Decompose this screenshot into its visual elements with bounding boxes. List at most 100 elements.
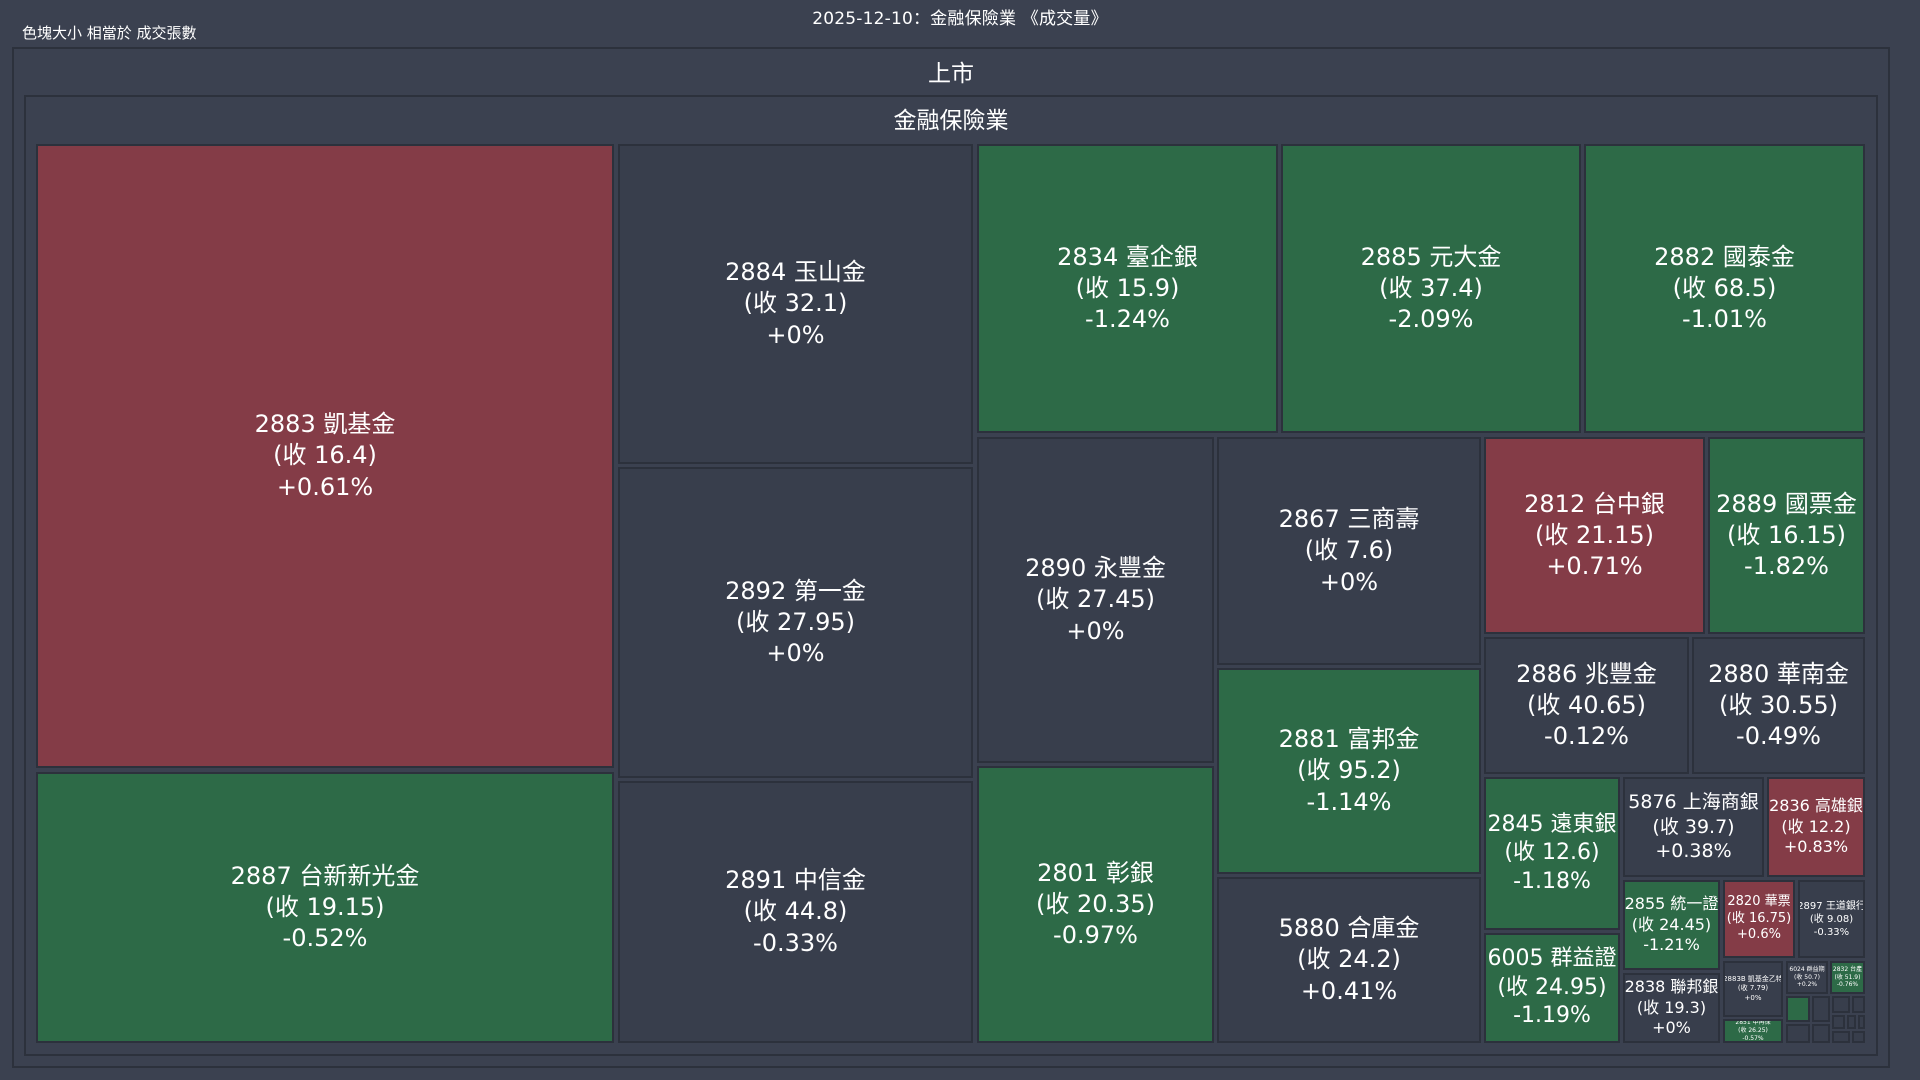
tile-close-price: (收 27.95) [735, 607, 856, 636]
chart-title: 2025-12-10：金融保險業 《成交量》 [812, 9, 1108, 29]
tile-change-pct: -1.19% [1513, 1003, 1591, 1029]
treemap-tile-2855[interactable]: 2855 統一證 (收 24.45) -1.21% [1623, 880, 1720, 970]
treemap-tile[interactable] [1786, 1024, 1810, 1043]
tile-change-pct: +0% [766, 639, 825, 668]
tile-stock-label: 2883B 凱基金乙特 [1723, 975, 1783, 984]
tile-change-pct: +0.71% [1546, 552, 1643, 581]
treemap-tile[interactable] [1786, 996, 1810, 1022]
tile-close-price: (收 44.8) [743, 897, 848, 926]
tile-change-pct: -1.18% [1513, 868, 1591, 894]
tile-stock-label: 2801 彰銀 [1037, 858, 1154, 887]
tile-stock-label: 2845 遠東銀 [1487, 811, 1617, 837]
treemap-tile-5880[interactable]: 5880 合庫金 (收 24.2) +0.41% [1217, 877, 1481, 1043]
tile-close-price: (收 68.5) [1672, 273, 1777, 302]
tile-close-price: (收 7.6) [1304, 536, 1394, 565]
tile-close-price: (收 37.4) [1379, 273, 1483, 302]
tile-change-pct: -0.97% [1053, 921, 1138, 950]
treemap-tile-2801[interactable]: 2801 彰銀 (收 20.35) -0.97% [977, 766, 1214, 1043]
treemap-tile-2845[interactable]: 2845 遠東銀 (收 12.6) -1.18% [1484, 777, 1620, 930]
treemap-tile-2812[interactable]: 2812 台中銀 (收 21.15) +0.71% [1484, 437, 1705, 634]
tile-change-pct: -2.09% [1388, 305, 1474, 334]
tile-close-price: (收 16.15) [1726, 520, 1847, 549]
tile-close-price: (收 21.15) [1534, 520, 1655, 549]
tile-change-pct: +0% [1319, 567, 1379, 596]
tile-close-price: (收 20.35) [1035, 889, 1156, 918]
treemap-tile[interactable] [1832, 996, 1850, 1013]
tile-stock-label: 6005 群益證 [1487, 946, 1617, 972]
treemap-tile-2887[interactable]: 2887 台新新光金 (收 19.15) -0.52% [36, 772, 614, 1043]
tile-stock-label: 2889 國票金 [1716, 489, 1857, 518]
treemap-tile-5876[interactable]: 5876 上海商銀 (收 39.7) +0.38% [1623, 777, 1764, 877]
treemap-tile[interactable] [1847, 1015, 1856, 1029]
treemap-tile-2836[interactable]: 2836 高雄銀 (收 12.2) +0.83% [1767, 777, 1865, 877]
tile-change-pct: -1.82% [1744, 552, 1829, 581]
treemap-tile-2883B[interactable]: 2883B 凱基金乙特 (收 7.79) +0% [1723, 961, 1783, 1017]
tile-stock-label: 2838 聯邦銀 [1624, 976, 1719, 996]
treemap-tile[interactable] [1852, 1031, 1865, 1043]
treemap-tile[interactable] [1812, 996, 1830, 1022]
tile-close-price: (收 24.45) [1631, 914, 1712, 934]
tile-close-price: (收 12.6) [1504, 840, 1600, 866]
tile-stock-label: 2867 三商壽 [1278, 505, 1420, 534]
tile-stock-label: 2890 永豐金 [1025, 554, 1166, 583]
tile-stock-label: 6024 群益期 [1789, 965, 1825, 973]
treemap-tile-2885[interactable]: 2885 元大金 (收 37.4) -2.09% [1281, 144, 1581, 433]
tile-change-pct: +0.83% [1783, 837, 1849, 857]
treemap-tile-2884[interactable]: 2884 玉山金 (收 32.1) +0% [618, 144, 973, 464]
treemap-tile-2851[interactable]: 2851 中再保 (收 26.25) -0.57% [1723, 1019, 1783, 1043]
size-legend-note: 色塊大小 相當於 成交張數 [22, 24, 197, 42]
tile-close-price: (收 27.45) [1035, 585, 1156, 614]
treemap-tile[interactable] [1858, 1015, 1865, 1029]
tile-close-price: (收 32.1) [743, 289, 848, 318]
treemap-tile[interactable] [1852, 996, 1865, 1013]
tile-change-pct: +0.61% [276, 472, 374, 501]
tile-stock-label: 2882 國泰金 [1654, 242, 1795, 271]
treemap-tile-2897[interactable]: 2897 王道銀行 (收 9.08) -0.33% [1798, 880, 1865, 958]
tile-stock-label: 2887 台新新光金 [230, 861, 420, 890]
tile-stock-label: 2883 凱基金 [254, 410, 396, 439]
tile-close-price: (收 19.15) [265, 892, 385, 921]
tile-change-pct: -0.33% [753, 928, 838, 957]
tile-close-price: (收 16.4) [273, 441, 377, 470]
tile-change-pct: -0.57% [1742, 1034, 1764, 1042]
treemap-tile-2891[interactable]: 2891 中信金 (收 44.8) -0.33% [618, 781, 973, 1043]
treemap-tile-2880[interactable]: 2880 華南金 (收 30.55) -0.49% [1692, 637, 1865, 774]
treemap-tile[interactable] [1832, 1015, 1845, 1029]
treemap-tile-2832[interactable]: 2832 台產 (收 51.9) -0.76% [1830, 961, 1865, 994]
industry-group-label: 金融保險業 [893, 108, 1009, 134]
treemap-tile-2820[interactable]: 2820 華票 (收 16.75) +0.6% [1723, 880, 1795, 958]
tile-close-price: (收 12.2) [1781, 816, 1851, 836]
treemap-tile-2883[interactable]: 2883 凱基金 (收 16.4) +0.61% [36, 144, 614, 768]
tile-change-pct: -1.21% [1643, 935, 1700, 955]
treemap-tile-2886[interactable]: 2886 兆豐金 (收 40.65) -0.12% [1484, 637, 1689, 774]
tile-stock-label: 2884 玉山金 [725, 258, 866, 287]
treemap-tile[interactable] [1812, 1024, 1830, 1043]
treemap-tile-2838[interactable]: 2838 聯邦銀 (收 19.3) +0% [1623, 973, 1720, 1043]
treemap-tile[interactable] [1832, 1031, 1850, 1043]
treemap-tile-2867[interactable]: 2867 三商壽 (收 7.6) +0% [1217, 437, 1481, 665]
tile-close-price: (收 95.2) [1297, 756, 1401, 785]
tile-change-pct: -0.52% [282, 924, 368, 953]
tile-change-pct: -1.01% [1682, 305, 1767, 334]
tile-stock-label: 2881 富邦金 [1278, 725, 1420, 754]
treemap-tile-2881[interactable]: 2881 富邦金 (收 95.2) -1.14% [1217, 668, 1481, 874]
tile-change-pct: +0% [766, 320, 825, 349]
tile-stock-label: 2885 元大金 [1360, 242, 1502, 271]
tile-stock-label: 2836 高雄銀 [1769, 795, 1863, 815]
tile-stock-label: 2880 華南金 [1708, 659, 1849, 688]
treemap-tile-2889[interactable]: 2889 國票金 (收 16.15) -1.82% [1708, 437, 1865, 634]
treemap-tile-2882[interactable]: 2882 國泰金 (收 68.5) -1.01% [1584, 144, 1865, 433]
tile-change-pct: +0% [1066, 616, 1125, 645]
treemap-tile-2892[interactable]: 2892 第一金 (收 27.95) +0% [618, 467, 973, 778]
tile-close-price: (收 39.7) [1652, 815, 1735, 838]
tile-change-pct: -1.24% [1085, 305, 1170, 334]
treemap-tile-2834[interactable]: 2834 臺企銀 (收 15.9) -1.24% [977, 144, 1278, 433]
tile-change-pct: -0.49% [1736, 722, 1821, 751]
treemap-tile-2890[interactable]: 2890 永豐金 (收 27.45) +0% [977, 437, 1214, 763]
tile-close-price: (收 7.79) [1737, 984, 1769, 993]
tile-stock-label: 5880 合庫金 [1278, 914, 1420, 943]
treemap-tile-6024[interactable]: 6024 群益期 (收 50.7) +0.2% [1786, 961, 1828, 994]
tile-close-price: (收 26.25) [1738, 1027, 1768, 1035]
tile-stock-label: 2820 華票 [1727, 893, 1791, 909]
treemap-tile-6005[interactable]: 6005 群益證 (收 24.95) -1.19% [1484, 933, 1620, 1043]
